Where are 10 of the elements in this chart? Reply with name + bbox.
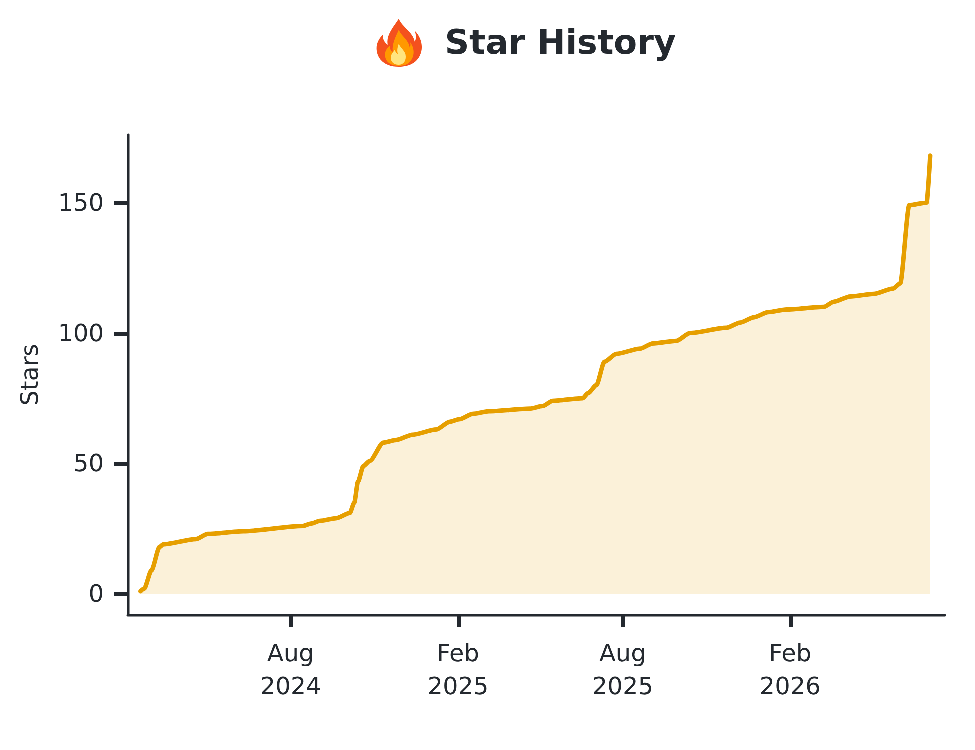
y-tick-label: 0 bbox=[88, 580, 104, 608]
y-axis-title: Stars bbox=[16, 344, 44, 406]
x-tick-label: Aug 2024 bbox=[260, 640, 322, 700]
y-tick-label: 150 bbox=[58, 188, 104, 217]
y-tick-label: 50 bbox=[73, 450, 104, 478]
chart-title: Star History bbox=[445, 23, 676, 63]
y-tick-label: 100 bbox=[58, 319, 104, 348]
x-tick-label: Feb 2025 bbox=[428, 640, 489, 700]
x-tick-label: Feb 2026 bbox=[760, 640, 821, 700]
x-tick-label: Aug 2025 bbox=[592, 640, 654, 700]
